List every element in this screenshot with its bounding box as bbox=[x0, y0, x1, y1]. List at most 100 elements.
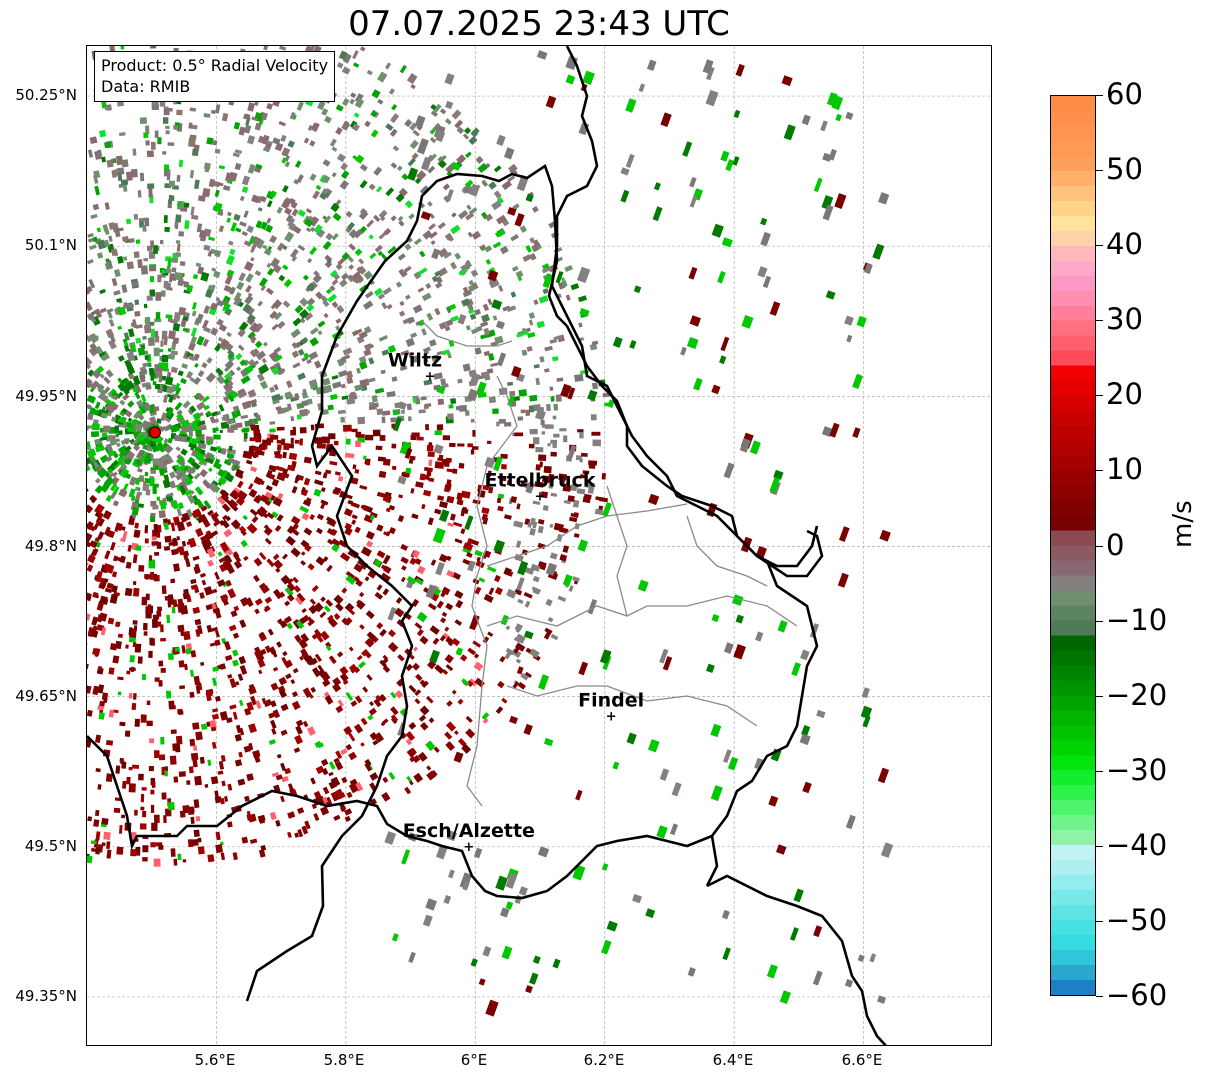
echo-pixel bbox=[282, 300, 291, 308]
echo-pixel bbox=[602, 502, 612, 517]
echo-pixel bbox=[266, 558, 275, 568]
echo-pixel bbox=[176, 536, 181, 541]
echo-pixel bbox=[262, 244, 268, 250]
echo-pixel bbox=[227, 588, 237, 599]
echo-pixel bbox=[128, 488, 136, 498]
echo-pixel bbox=[430, 110, 438, 118]
echo-pixel bbox=[119, 824, 123, 834]
echo-pixel bbox=[209, 446, 218, 452]
echo-pixel bbox=[115, 765, 121, 774]
echo-pixel bbox=[465, 410, 470, 416]
echo-pixel bbox=[108, 235, 113, 242]
echo-pixel bbox=[560, 383, 572, 398]
echo-pixel bbox=[454, 590, 464, 599]
city-label: Ettelbruck bbox=[485, 469, 596, 491]
echo-pixel bbox=[171, 606, 176, 614]
echo-pixel bbox=[543, 737, 554, 747]
echo-pixel bbox=[156, 496, 161, 501]
echo-pixel bbox=[416, 611, 428, 623]
echo-pixel bbox=[245, 116, 251, 126]
echo-pixel bbox=[101, 842, 106, 847]
echo-pixel bbox=[335, 104, 344, 112]
echo-pixel bbox=[264, 491, 274, 500]
echo-pixel bbox=[544, 627, 553, 635]
echo-pixel bbox=[122, 483, 129, 492]
echo-pixel bbox=[186, 284, 194, 293]
echo-pixel bbox=[215, 695, 221, 702]
echo-pixel bbox=[270, 719, 277, 729]
echo-pixel bbox=[226, 331, 232, 338]
echo-pixel bbox=[182, 327, 189, 333]
echo-pixel bbox=[680, 346, 687, 356]
echo-pixel bbox=[162, 117, 169, 124]
echo-pixel bbox=[369, 772, 379, 781]
echo-pixel bbox=[160, 240, 164, 245]
x-tick-label: 6°E bbox=[460, 1051, 488, 1069]
echo-pixel bbox=[233, 560, 243, 569]
radar-map[interactable]: + Wiltz + Ettelbruck + Findel + Esch/Alzette bbox=[86, 45, 992, 1046]
echo-pixel bbox=[492, 408, 499, 415]
echo-pixel bbox=[591, 340, 599, 346]
echo-pixel bbox=[87, 531, 90, 539]
echo-pixel bbox=[200, 661, 205, 666]
echo-pixel bbox=[233, 296, 243, 307]
echo-pixel bbox=[483, 593, 494, 603]
echo-pixel bbox=[514, 623, 523, 632]
echo-pixel bbox=[455, 405, 463, 411]
echo-pixel bbox=[190, 650, 197, 658]
echo-pixel bbox=[308, 351, 319, 361]
echo-pixel bbox=[405, 337, 415, 347]
echo-pixel bbox=[531, 586, 542, 593]
echo-pixel bbox=[229, 286, 236, 295]
echo-pixel bbox=[353, 723, 364, 734]
echo-pixel bbox=[150, 789, 155, 795]
echo-pixel bbox=[524, 671, 532, 678]
echo-pixel bbox=[357, 559, 364, 566]
echo-pixel bbox=[173, 858, 178, 866]
echo-pixel bbox=[286, 582, 296, 592]
echo-pixel bbox=[495, 706, 504, 715]
echo-pixel bbox=[343, 726, 353, 735]
echo-pixel bbox=[350, 700, 358, 707]
echo-pixel bbox=[323, 556, 329, 562]
echo-pixel bbox=[340, 748, 348, 756]
echo-pixel bbox=[208, 181, 214, 188]
echo-pixel bbox=[173, 125, 179, 130]
echo-pixel bbox=[656, 825, 668, 839]
echo-pixel bbox=[99, 288, 106, 295]
echo-pixel bbox=[733, 644, 746, 660]
echo-pixel bbox=[510, 291, 517, 298]
echo-pixel bbox=[212, 708, 219, 713]
echo-pixel bbox=[135, 493, 141, 501]
echo-pixel bbox=[331, 374, 339, 380]
echo-pixel bbox=[331, 381, 342, 389]
echo-pixel bbox=[494, 574, 501, 583]
echo-pixel bbox=[304, 312, 314, 321]
echo-pixel bbox=[169, 273, 173, 283]
echo-pixel bbox=[283, 207, 293, 216]
echo-pixel bbox=[465, 151, 472, 158]
echo-pixel bbox=[362, 504, 370, 512]
echo-pixel bbox=[178, 306, 187, 316]
echo-pixel bbox=[258, 363, 270, 375]
echo-pixel bbox=[400, 543, 409, 551]
echo-pixel bbox=[260, 284, 267, 292]
echo-pixel bbox=[265, 287, 274, 296]
echo-pixel bbox=[187, 839, 194, 848]
radar-site-marker bbox=[148, 426, 161, 439]
echo-pixel bbox=[733, 109, 741, 119]
echo-pixel bbox=[146, 150, 154, 158]
echo-pixel bbox=[97, 392, 109, 403]
echo-pixel bbox=[365, 610, 375, 620]
echo-pixel bbox=[320, 596, 326, 603]
echo-pixel bbox=[457, 698, 464, 705]
echo-pixel bbox=[321, 384, 333, 394]
echo-pixel bbox=[515, 658, 522, 664]
echo-pixel bbox=[169, 480, 177, 489]
echo-pixel bbox=[87, 149, 94, 158]
echo-pixel bbox=[408, 951, 416, 963]
echo-pixel bbox=[138, 565, 145, 572]
echo-pixel bbox=[243, 745, 252, 753]
echo-pixel bbox=[87, 285, 93, 293]
echo-pixel bbox=[834, 193, 847, 210]
